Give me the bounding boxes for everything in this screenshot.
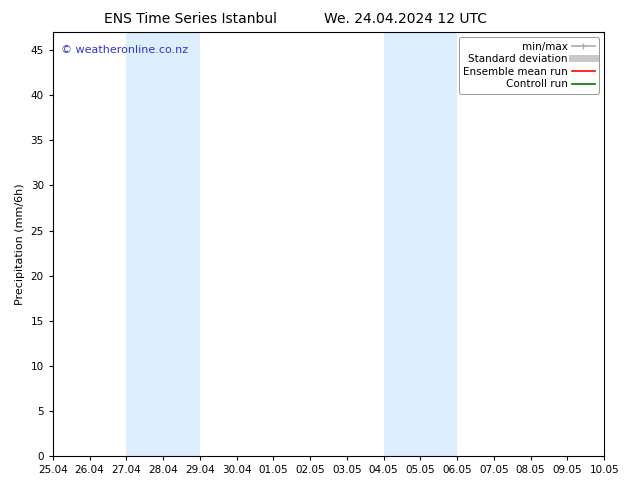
Text: © weatheronline.co.nz: © weatheronline.co.nz <box>61 45 188 55</box>
Legend: min/max, Standard deviation, Ensemble mean run, Controll run: min/max, Standard deviation, Ensemble me… <box>459 37 599 94</box>
Y-axis label: Precipitation (mm/6h): Precipitation (mm/6h) <box>15 183 25 305</box>
Bar <box>126 32 200 456</box>
Bar <box>384 32 457 456</box>
Text: We. 24.04.2024 12 UTC: We. 24.04.2024 12 UTC <box>324 12 488 26</box>
Text: ENS Time Series Istanbul: ENS Time Series Istanbul <box>104 12 276 26</box>
